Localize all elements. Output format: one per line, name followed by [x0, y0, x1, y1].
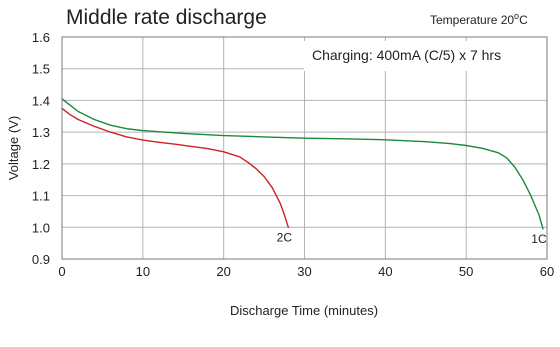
- x-tick-label: 60: [540, 264, 554, 279]
- y-tick-label: 1.5: [32, 62, 50, 77]
- temperature-prefix: Temperature 20: [430, 13, 514, 27]
- temperature-note: Temperature 20oC: [430, 11, 528, 27]
- x-tick-label: 50: [459, 264, 473, 279]
- series-line-1c: [61, 98, 544, 230]
- series-labels: 1C 2C: [277, 230, 547, 246]
- x-tick-label: 0: [58, 264, 65, 279]
- x-axis-title: Discharge Time (minutes): [230, 303, 378, 318]
- annotation-box: [304, 41, 547, 71]
- x-tick-label: 30: [297, 264, 311, 279]
- temperature-unit: C: [519, 13, 528, 27]
- y-tick-label: 1.1: [32, 189, 50, 204]
- y-tick-label: 1.0: [32, 220, 50, 235]
- x-tick-label: 40: [378, 264, 392, 279]
- x-tick-label: 10: [136, 264, 150, 279]
- y-axis-title: Voltage (V): [6, 116, 21, 180]
- chart-title: Middle rate discharge: [66, 6, 267, 29]
- y-tick-label: 1.2: [32, 157, 50, 172]
- y-tick-label: 0.9: [32, 252, 50, 267]
- tick-labels: 0 10 20 30 40 50 60 0.9 1.0 1.1 1.2 1.3 1.4 1.5 1.6: [32, 30, 554, 279]
- charging-annotation: Charging: 400mA (C/5) x 7 hrs: [312, 47, 501, 63]
- series-label-2c: 2C: [277, 230, 293, 244]
- y-tick-label: 1.6: [32, 30, 50, 45]
- plot-frame: [61, 36, 548, 260]
- x-tick-label: 20: [216, 264, 230, 279]
- y-tick-label: 1.3: [32, 125, 50, 140]
- temperature-degree: o: [514, 11, 519, 21]
- series-line-2c: [61, 107, 289, 229]
- series-lines: [61, 98, 544, 230]
- y-tick-label: 1.4: [32, 93, 50, 108]
- series-label-1c: 1C: [531, 232, 547, 246]
